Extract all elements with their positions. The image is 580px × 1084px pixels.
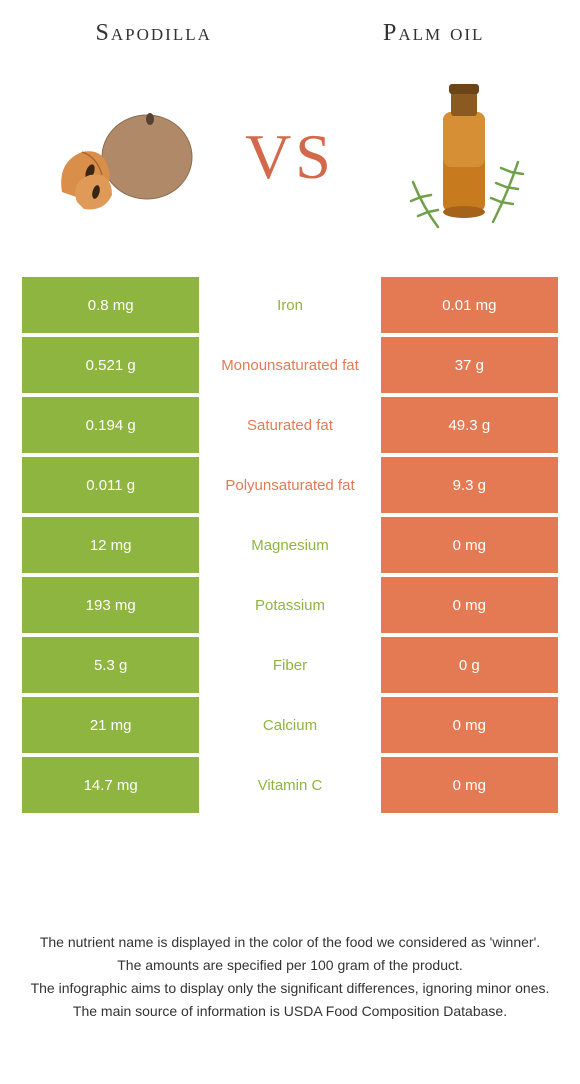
right-food-title: Palm oil [383,20,484,47]
nutrient-name: Fiber [201,637,378,693]
left-value: 12 mg [22,517,199,573]
nutrient-name: Magnesium [201,517,378,573]
right-value: 37 g [381,337,558,393]
footer-line: The infographic aims to display only the… [10,978,570,999]
table-row: 0.011 gPolyunsaturated fat9.3 g [22,457,558,513]
left-value: 14.7 mg [22,757,199,813]
nutrient-name: Calcium [201,697,378,753]
vs-label: VS [245,120,335,194]
footer-notes: The nutrient name is displayed in the co… [0,912,580,1084]
comparison-table: 0.8 mgIron0.01 mg0.521 gMonounsaturated … [0,277,580,817]
table-row: 193 mgPotassium0 mg [22,577,558,633]
table-row: 14.7 mgVitamin C0 mg [22,757,558,813]
left-value: 0.521 g [22,337,199,393]
left-value: 5.3 g [22,637,199,693]
right-value: 0 mg [381,577,558,633]
sapodilla-image [42,77,202,237]
table-row: 0.8 mgIron0.01 mg [22,277,558,333]
palm-oil-image [378,77,538,237]
left-value: 21 mg [22,697,199,753]
right-value: 0 mg [381,697,558,753]
left-value: 0.194 g [22,397,199,453]
images-row: VS [0,57,580,277]
table-row: 5.3 gFiber0 g [22,637,558,693]
header: Sapodilla Palm oil [0,0,580,57]
right-value: 0 mg [381,517,558,573]
table-row: 0.194 gSaturated fat49.3 g [22,397,558,453]
nutrient-name: Monounsaturated fat [201,337,378,393]
table-row: 12 mgMagnesium0 mg [22,517,558,573]
right-value: 9.3 g [381,457,558,513]
footer-line: The amounts are specified per 100 gram o… [10,955,570,976]
right-value: 0 g [381,637,558,693]
footer-line: The nutrient name is displayed in the co… [10,932,570,953]
right-value: 49.3 g [381,397,558,453]
table-row: 21 mgCalcium0 mg [22,697,558,753]
footer-line: The main source of information is USDA F… [10,1001,570,1022]
nutrient-name: Polyunsaturated fat [201,457,378,513]
left-value: 0.8 mg [22,277,199,333]
nutrient-name: Saturated fat [201,397,378,453]
nutrient-name: Iron [201,277,378,333]
nutrient-name: Vitamin C [201,757,378,813]
nutrient-name: Potassium [201,577,378,633]
left-value: 0.011 g [22,457,199,513]
table-row: 0.521 gMonounsaturated fat37 g [22,337,558,393]
right-value: 0 mg [381,757,558,813]
left-food-title: Sapodilla [96,20,212,47]
left-value: 193 mg [22,577,199,633]
right-value: 0.01 mg [381,277,558,333]
